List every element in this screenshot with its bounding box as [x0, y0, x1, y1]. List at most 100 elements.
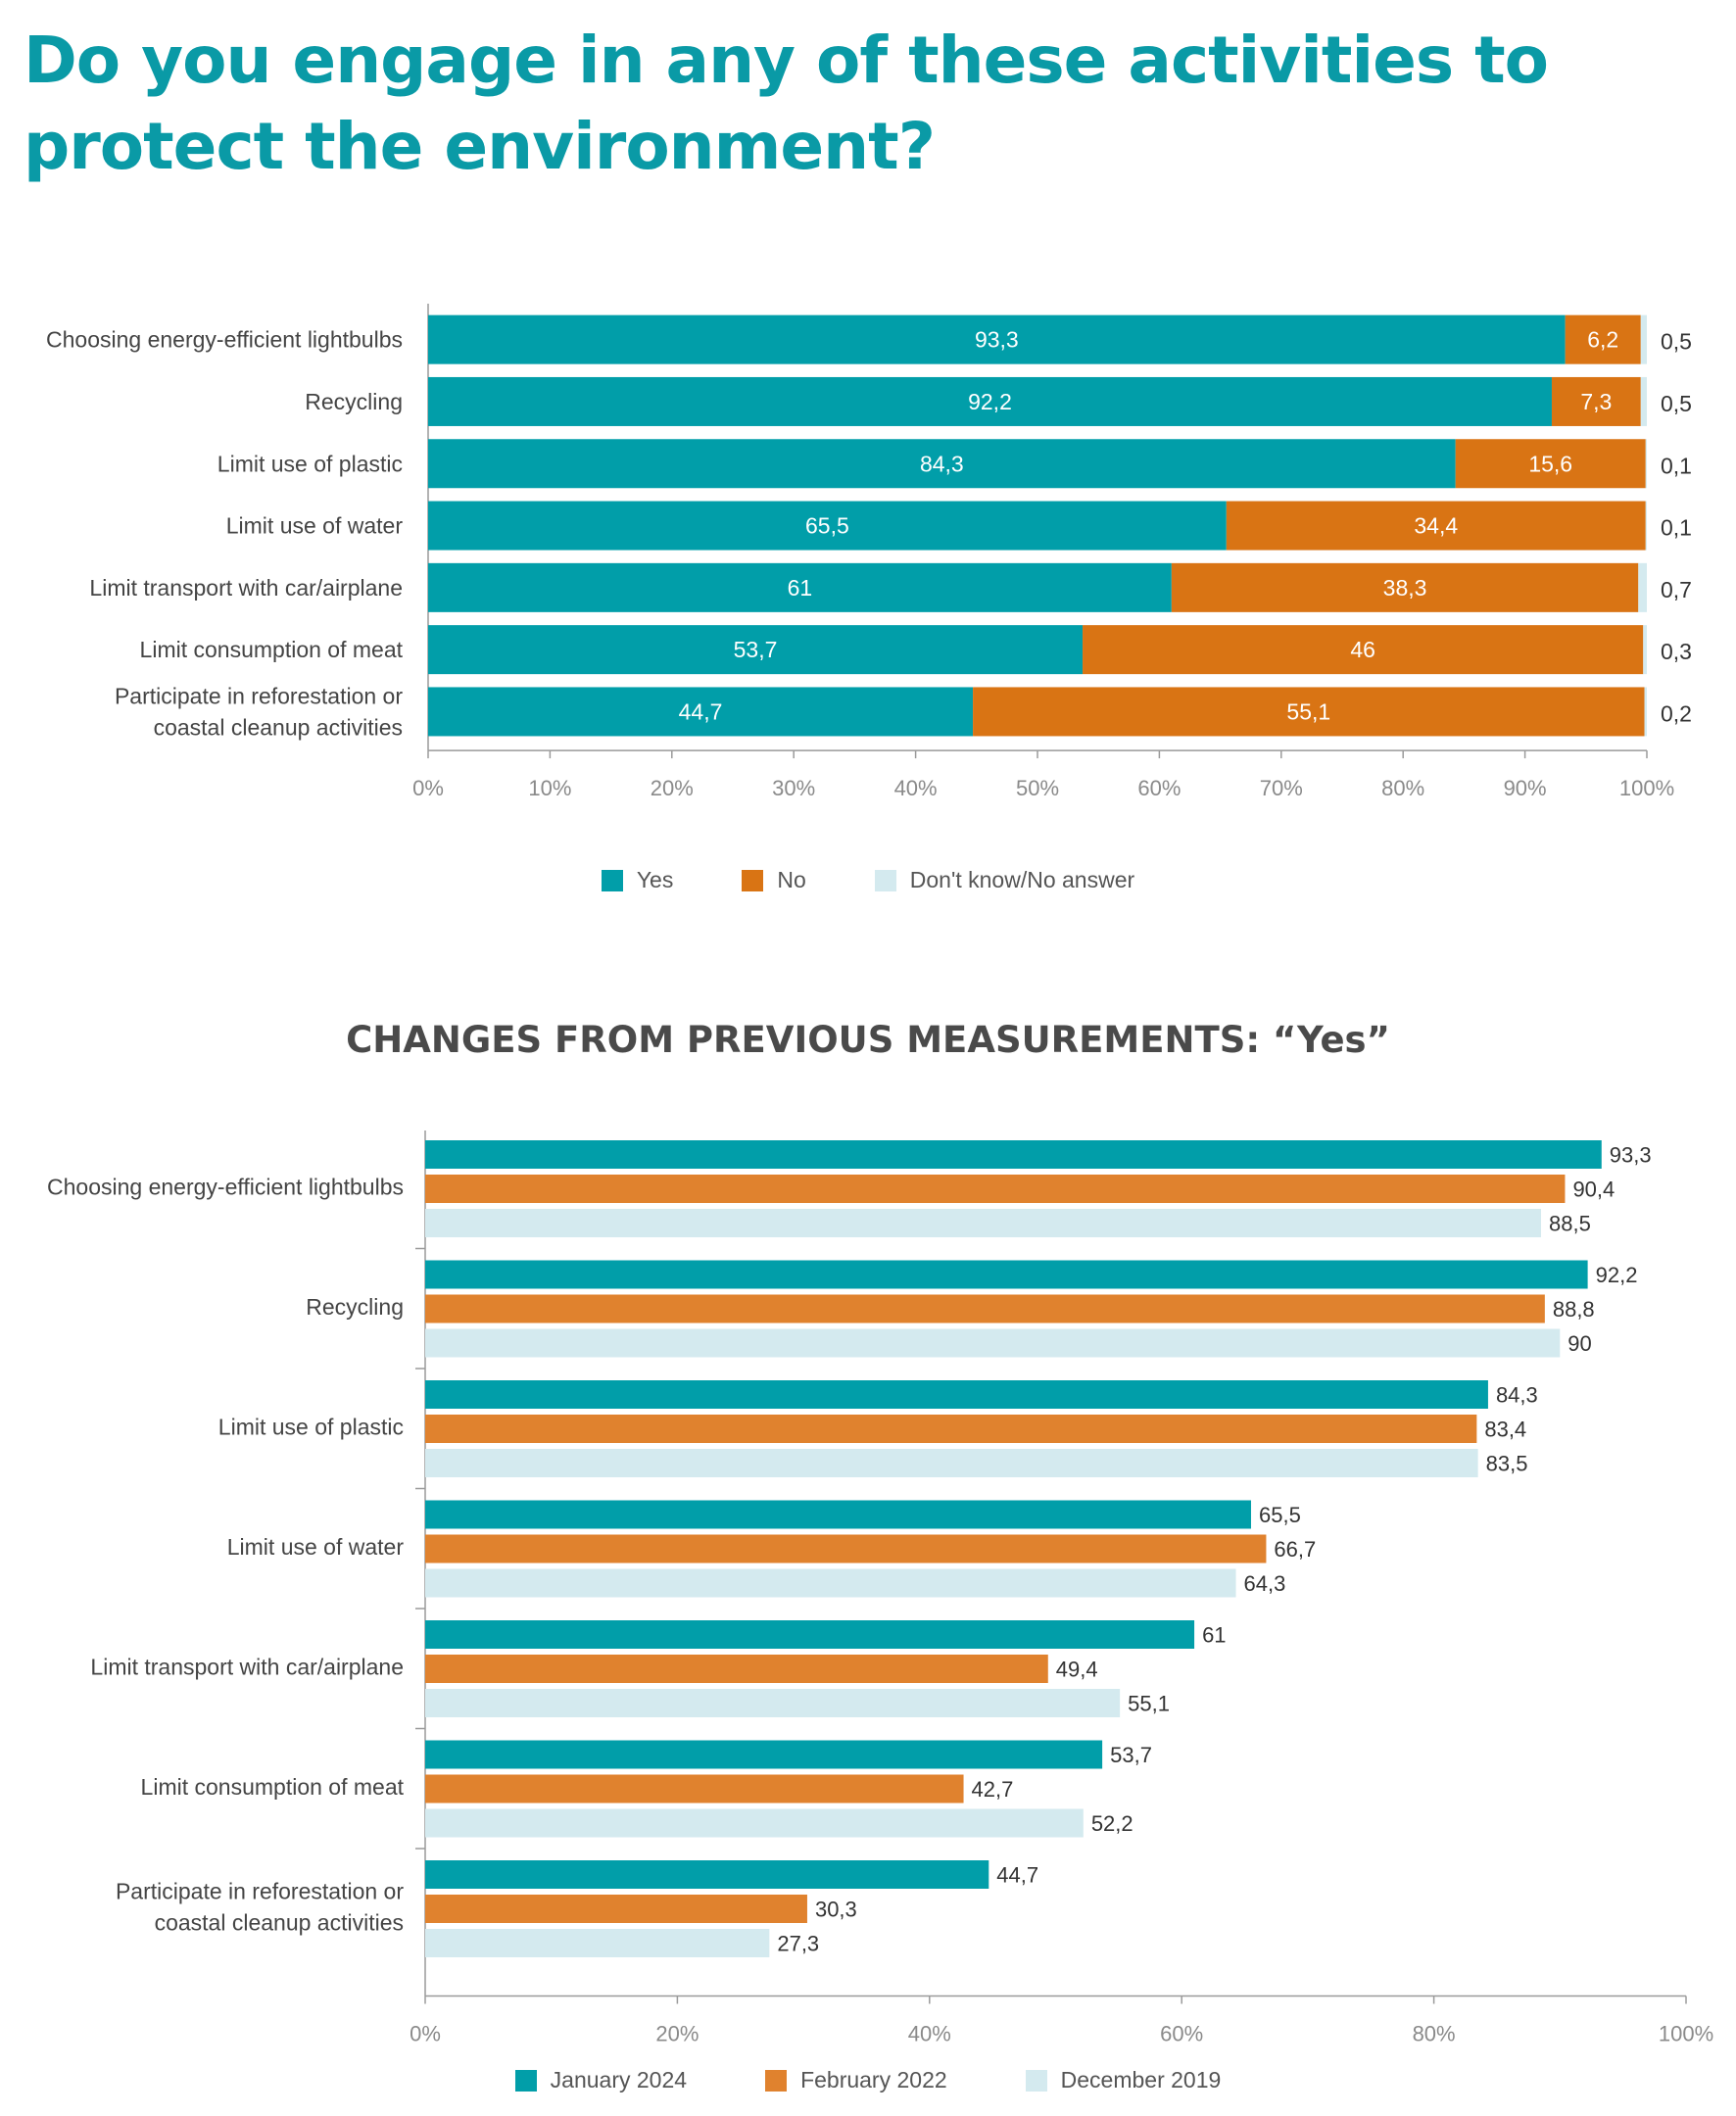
category-label: Limit use of water [226, 513, 404, 539]
bar-february-2022 [425, 1655, 1048, 1683]
category-label: coastal cleanup activities [154, 714, 403, 740]
bar-value-label: 6,2 [1587, 327, 1618, 353]
bar-january-2024 [425, 1740, 1103, 1769]
bar-segment-don-t-know-no-answer [1643, 625, 1647, 675]
bar-segment-no [1171, 562, 1639, 612]
bar-segment-yes [428, 314, 1566, 364]
x-tick-label: 60% [1160, 2022, 1203, 2046]
legend-swatch [514, 2069, 537, 2092]
x-tick-label: 100% [1659, 2022, 1713, 2046]
legend-swatch [742, 869, 764, 891]
bar-segment-no [1551, 376, 1641, 426]
bar-december-2019 [425, 1929, 770, 1957]
x-tick-label: 40% [894, 776, 938, 800]
x-tick-label: 80% [1381, 776, 1424, 800]
bar-segment-don-t-know-no-answer [1645, 501, 1647, 551]
changes-chart-title: CHANGES FROM PREVIOUS MEASUREMENTS: “Yes… [346, 1019, 1390, 1061]
x-tick-label: 0% [412, 776, 444, 800]
legend-label: Yes [636, 867, 674, 892]
x-tick-label: 70% [1260, 776, 1303, 800]
bar-value-label: 7,3 [1580, 389, 1612, 414]
bar-value-label: 90 [1567, 1331, 1591, 1356]
x-tick-label: 20% [655, 2022, 699, 2046]
bar-segment-don-t-know-no-answer [1645, 439, 1647, 489]
bar-december-2019 [425, 1808, 1084, 1838]
bar-segment-no [1565, 314, 1641, 364]
category-label: Limit consumption of meat [141, 1774, 405, 1800]
bar-february-2022 [425, 1895, 807, 1923]
bar-value-label: 66,7 [1274, 1537, 1316, 1562]
bar-value-label: 44,7 [679, 698, 723, 724]
category-label: Limit transport with car/airplane [90, 1655, 404, 1680]
category-label: coastal cleanup activities [155, 1910, 404, 1936]
bar-value-label: 34,4 [1414, 513, 1458, 539]
bar-value-label: 42,7 [972, 1777, 1014, 1802]
x-tick-label: 60% [1137, 776, 1181, 800]
bar-segment-no [973, 687, 1645, 737]
bar-segment-yes [428, 687, 974, 737]
x-tick-label: 30% [772, 776, 815, 800]
bar-segment-yes [428, 562, 1172, 612]
bar-value-label: 88,5 [1549, 1212, 1591, 1236]
stacked-bar-chart: 0% 10% 20% 30% 40% 50% 60% 70% 80% 90% 100% Choosin… [46, 304, 1692, 800]
bar-value-label: 0,7 [1661, 577, 1692, 602]
bar-segment-no [1083, 625, 1644, 675]
bar-value-label: 0,5 [1661, 329, 1692, 355]
bar-december-2019 [425, 1689, 1121, 1717]
legend-swatch [874, 869, 896, 891]
bar-value-label: 55,1 [1286, 698, 1330, 724]
bar-segment-no [1226, 501, 1646, 551]
bar-segment-don-t-know-no-answer [1638, 562, 1647, 612]
bar-segment-don-t-know-no-answer [1640, 376, 1647, 426]
bar-value-label: 90,4 [1572, 1178, 1615, 1202]
bar-value-label: 49,4 [1056, 1658, 1098, 1682]
bar-value-label: 0,2 [1661, 700, 1692, 726]
x-tick-label: 20% [651, 776, 694, 800]
x-tick-label: 50% [1016, 776, 1059, 800]
bar-february-2022 [425, 1774, 964, 1803]
legend-label: Don't know/No answer [909, 867, 1135, 892]
x-tick-label: 80% [1413, 2022, 1456, 2046]
bar-segment-yes [428, 439, 1456, 489]
bar-january-2024 [425, 1860, 989, 1889]
bar-value-label: 38,3 [1383, 575, 1427, 601]
bar-value-label: 88,8 [1553, 1297, 1595, 1322]
category-label: Limit use of plastic [218, 1415, 404, 1440]
bar-value-label: 30,3 [815, 1898, 857, 1922]
bar-value-label: 0,1 [1661, 453, 1692, 478]
bar-value-label: 27,3 [777, 1932, 819, 1956]
bar-value-label: 65,5 [1259, 1503, 1301, 1527]
x-tick-label: 90% [1504, 776, 1547, 800]
legend-item: Yes [601, 867, 674, 893]
bar-value-label: 0,1 [1661, 515, 1692, 541]
bar-december-2019 [425, 1328, 1561, 1358]
legend-item: December 2019 [1025, 2067, 1222, 2093]
page-title: Do you engage in any of these activities… [24, 23, 1549, 184]
bar-february-2022 [425, 1534, 1267, 1563]
legend-label: No [777, 867, 806, 892]
legend-label: January 2024 [550, 2067, 688, 2092]
category-label: Recycling [305, 389, 403, 414]
stacked-chart-legend: Yes No Don't know/No answer [0, 867, 1736, 893]
bar-segment-don-t-know-no-answer [1644, 687, 1647, 737]
bar-value-label: 92,2 [968, 389, 1012, 414]
bar-segment-yes [428, 376, 1552, 426]
bar-january-2024 [425, 1140, 1602, 1169]
legend-item: January 2024 [514, 2067, 688, 2093]
bar-value-label: 93,3 [1610, 1143, 1652, 1168]
legend-label: February 2022 [800, 2067, 947, 2092]
legend-swatch [1025, 2069, 1047, 2092]
bar-segment-no [1455, 439, 1646, 489]
legend-item: February 2022 [765, 2067, 947, 2093]
x-tick-label: 10% [528, 776, 571, 800]
category-label: Participate in reforestation or [115, 683, 403, 708]
legend-label: December 2019 [1060, 2067, 1222, 2092]
x-tick-label: 40% [908, 2022, 951, 2046]
category-label: Choosing energy-efficient lightbulbs [46, 327, 403, 353]
legend-swatch [765, 2069, 788, 2092]
bar-value-label: 93,3 [975, 327, 1019, 353]
category-label: Recycling [306, 1294, 404, 1320]
legend-item: Don't know/No answer [874, 867, 1135, 893]
bar-december-2019 [425, 1568, 1236, 1598]
bar-december-2019 [425, 1449, 1478, 1477]
